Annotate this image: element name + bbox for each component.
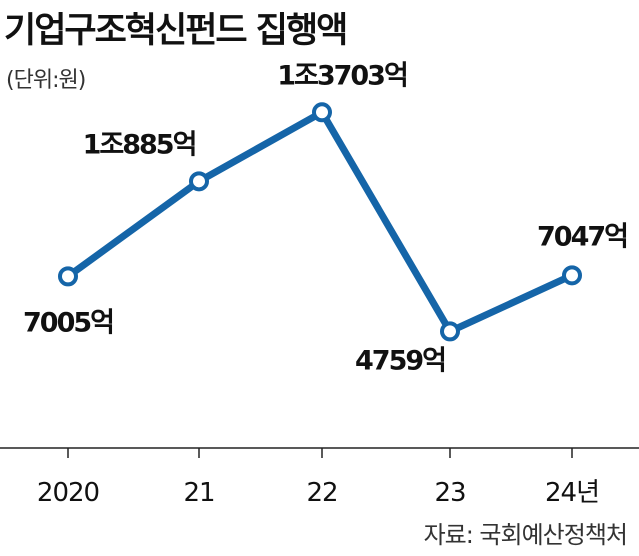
data-point bbox=[189, 171, 209, 192]
data-label: 7005억 bbox=[23, 307, 113, 338]
data-label: 1조885억 bbox=[83, 129, 196, 160]
x-tick-label: 24년 bbox=[545, 478, 599, 508]
data-points bbox=[58, 102, 582, 342]
data-label: 4759억 bbox=[355, 345, 445, 376]
x-tick-labels: 2020 21 22 23 24년 bbox=[37, 478, 600, 508]
data-point bbox=[562, 265, 582, 286]
data-point bbox=[58, 266, 78, 287]
unit-label: (단위:원) bbox=[6, 68, 86, 93]
x-tick-marks bbox=[67, 448, 573, 458]
x-tick-label: 22 bbox=[306, 478, 337, 508]
x-tick-label: 23 bbox=[434, 478, 465, 508]
data-point bbox=[440, 321, 460, 342]
data-label: 7047억 bbox=[537, 221, 627, 252]
x-tick-label: 21 bbox=[183, 478, 214, 508]
data-labels: 7005억 1조885억 1조3703억 4759억 7047억 bbox=[23, 60, 629, 376]
chart-title: 기업구조혁신펀드 집행액 bbox=[4, 11, 348, 51]
data-point bbox=[312, 102, 332, 123]
x-tick-label: 2020 bbox=[37, 478, 99, 508]
data-label: 1조3703억 bbox=[277, 60, 407, 91]
source-label: 자료: 국회예산정책처 bbox=[423, 521, 628, 549]
